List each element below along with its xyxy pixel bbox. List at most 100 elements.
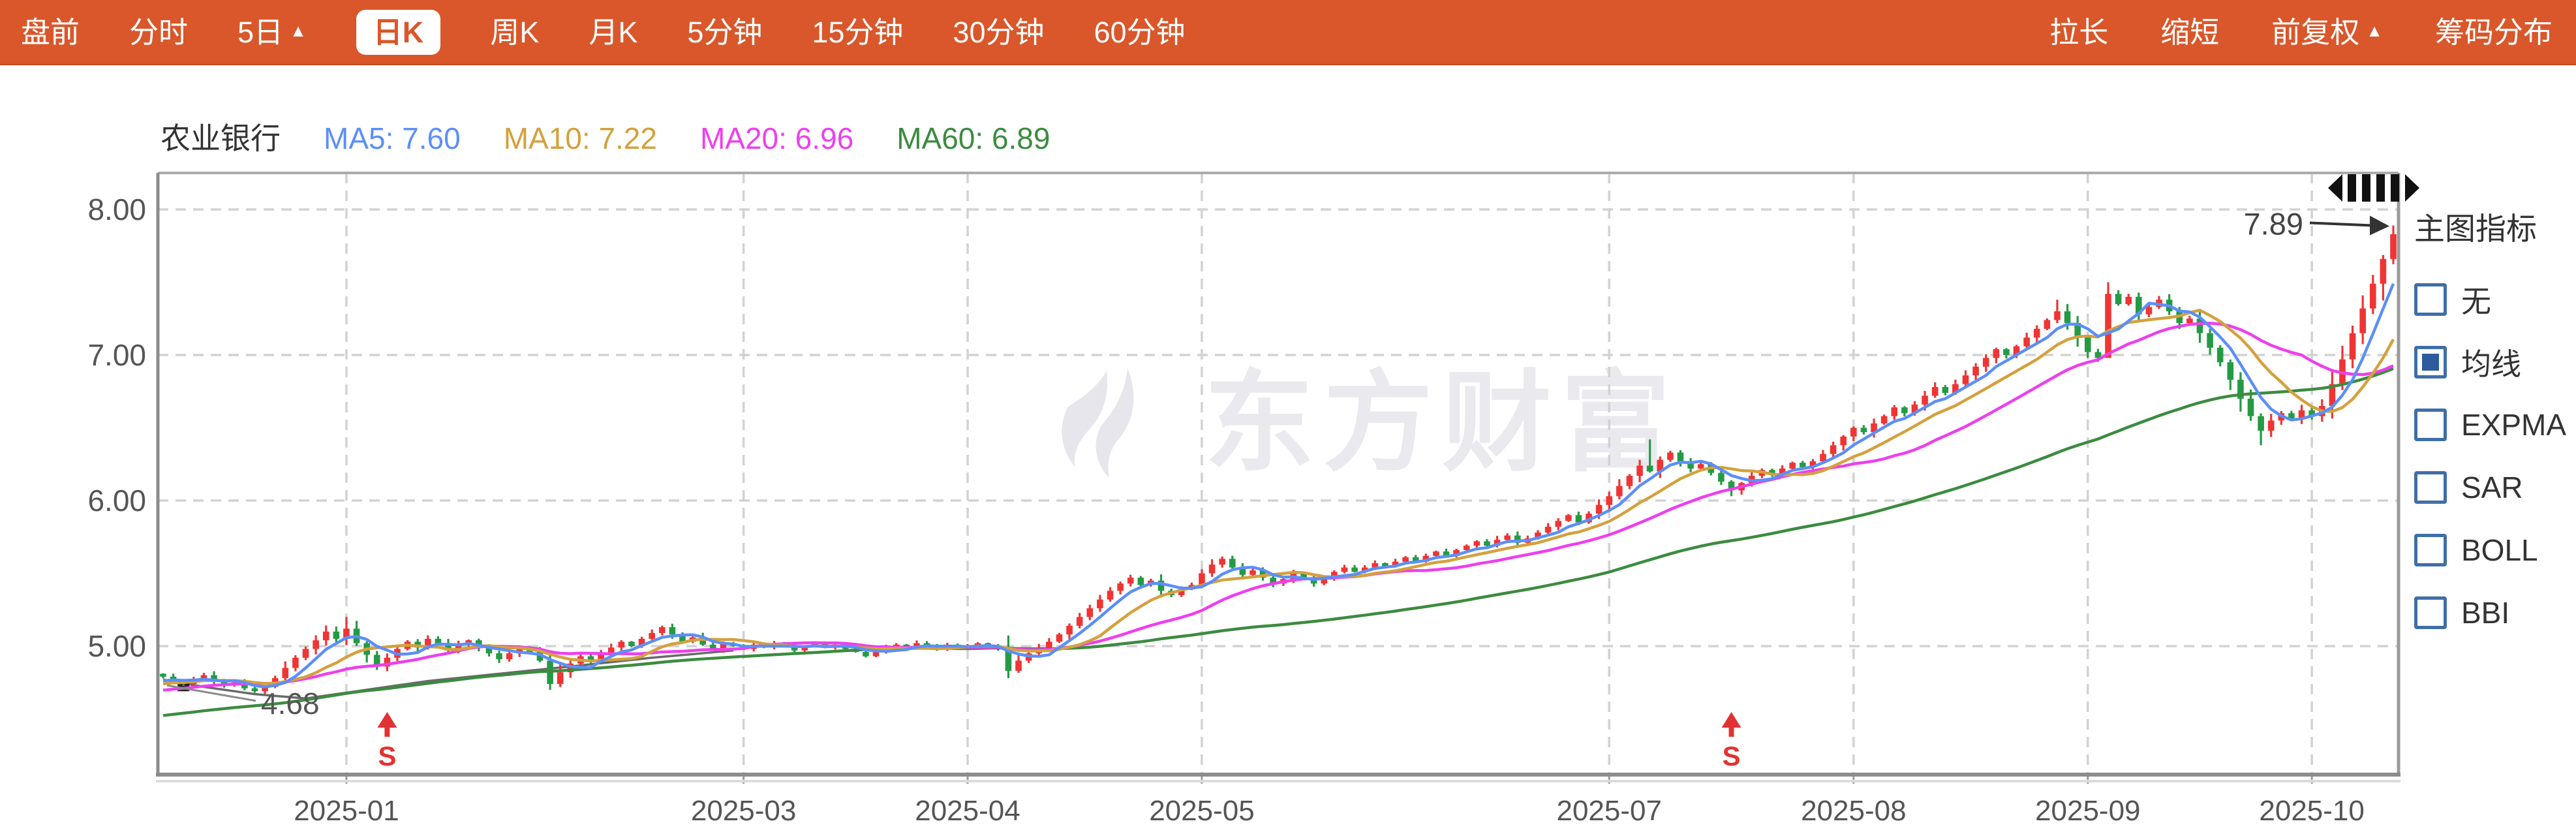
indicator-option-EXPMA[interactable]: EXPMA	[2414, 407, 2571, 443]
tab-5日[interactable]: 5日 ▲	[238, 18, 307, 47]
high-annotation-arrowhead-icon	[2370, 215, 2389, 236]
candle-body	[373, 655, 380, 667]
candle-body	[1076, 617, 1083, 626]
tab-label: 月K	[589, 15, 638, 49]
candle-body	[863, 651, 869, 656]
candle-body	[1586, 514, 1592, 523]
indicator-option-无[interactable]: 无	[2414, 281, 2571, 318]
tab-15分钟[interactable]: 15分钟	[812, 18, 903, 47]
candle-body	[1779, 468, 1786, 474]
dropdown-arrow-icon: ▲	[2366, 21, 2383, 40]
candle-body	[2329, 384, 2336, 407]
dropdown-arrow-icon: ▲	[290, 21, 307, 40]
action-label: 缩短	[2160, 15, 2220, 49]
x-axis-label: 2025-01	[294, 795, 399, 827]
action-label: 筹码分布	[2434, 15, 2553, 49]
candle-body	[516, 647, 523, 654]
scroll-handle-grip[interactable]	[2391, 174, 2399, 202]
tab-60分钟[interactable]: 60分钟	[1094, 18, 1185, 47]
candle-body	[649, 632, 655, 639]
event-marker-label: S	[378, 741, 396, 771]
candle-body	[1463, 546, 1470, 550]
tab-盘前[interactable]: 盘前	[21, 18, 80, 47]
candle-body	[1321, 578, 1328, 584]
tab-30分钟[interactable]: 30分钟	[953, 18, 1044, 47]
indicator-label: EXPMA	[2461, 408, 2567, 442]
candle-body	[607, 647, 615, 654]
indicator-option-BOLL[interactable]: BOLL	[2414, 532, 2571, 568]
tab-label: 周K	[490, 15, 540, 49]
chart-legend: 农业银行 MA5: 7.60 MA10: 7.22 MA20: 6.96 MA60: …	[161, 115, 1050, 158]
candle-body	[1484, 541, 1490, 546]
tab-月K[interactable]: 月K	[589, 18, 637, 47]
candle-body	[628, 641, 635, 647]
action-拉长[interactable]: 拉长	[2049, 18, 2108, 47]
action-缩短[interactable]: 缩短	[2160, 18, 2219, 47]
candle-body	[2216, 347, 2224, 363]
checkbox-icon[interactable]	[2414, 534, 2447, 566]
action-前复权[interactable]: 前复权 ▲	[2271, 18, 2383, 47]
tab-5分钟[interactable]: 5分钟	[687, 18, 762, 47]
candle-body	[2003, 349, 2010, 356]
indicator-label: SAR	[2461, 471, 2523, 504]
tab-日K[interactable]: 日K	[356, 9, 441, 55]
scroll-handle-grip[interactable]	[2376, 174, 2385, 202]
candle-body	[1840, 436, 1847, 446]
action-筹码分布[interactable]: 筹码分布	[2435, 18, 2553, 47]
candle-body	[1097, 599, 1103, 609]
indicator-option-SAR[interactable]: SAR	[2414, 469, 2571, 506]
candle-body	[1606, 496, 1613, 505]
candle-body	[1117, 583, 1124, 591]
candle-body	[435, 638, 442, 643]
candle-body	[1361, 567, 1368, 572]
candle-body	[211, 675, 217, 681]
candle-body	[2369, 283, 2376, 309]
scroll-handle-right-arrow-icon[interactable]	[2405, 174, 2419, 202]
candle-body	[221, 681, 228, 686]
candle-body	[1514, 535, 1521, 543]
tab-分时[interactable]: 分时	[129, 18, 188, 47]
candle-body	[1972, 366, 1979, 376]
indicator-option-均线[interactable]: 均线	[2414, 344, 2571, 381]
checkbox-icon[interactable]	[2414, 596, 2447, 629]
checkbox-checked-icon[interactable]	[2414, 346, 2447, 378]
candle-body	[1891, 407, 1898, 416]
candle-body	[2258, 416, 2264, 431]
candle-body	[1820, 454, 1826, 461]
candle-body	[1229, 559, 1236, 568]
candle-body	[322, 631, 330, 641]
scroll-handle-grip[interactable]	[2362, 174, 2370, 202]
candle-body	[2298, 410, 2305, 420]
candle-body	[200, 675, 207, 680]
tab-周K[interactable]: 周K	[490, 18, 539, 47]
candle-body	[1830, 445, 1837, 454]
candle-body	[282, 668, 289, 679]
candle-body	[1667, 452, 1674, 460]
scroll-handle-grip[interactable]	[2348, 174, 2356, 202]
tab-label: 60分钟	[1094, 15, 1186, 49]
candle-body	[2227, 362, 2234, 380]
y-axis-label: 7.00	[87, 338, 146, 372]
checkbox-icon[interactable]	[2414, 471, 2447, 504]
ma-line	[162, 309, 2395, 685]
legend-ma60: MA60: 6.89	[897, 121, 1050, 155]
candlestick-chart[interactable]: 8.00 7.00 6.00 5.00 2025-01 2025-03 2025-04 202…	[0, 65, 2576, 834]
candle-body	[2054, 311, 2061, 320]
legend-ma5: MA5: 7.60	[324, 121, 461, 155]
tab-label: 盘前	[21, 15, 80, 49]
candle-body	[1066, 625, 1073, 635]
candle-body	[251, 688, 258, 692]
candle-body	[1199, 573, 1205, 585]
legend-ma10: MA10: 7.22	[503, 121, 657, 155]
scroll-handle-left-arrow-icon[interactable]	[2328, 174, 2342, 202]
candle-body	[1494, 540, 1501, 546]
candle-body	[699, 637, 706, 645]
checkbox-icon[interactable]	[2414, 409, 2447, 441]
candle-body	[1015, 660, 1022, 671]
checkbox-icon[interactable]	[2414, 283, 2447, 316]
candle-body	[2390, 234, 2397, 259]
indicator-option-BBI[interactable]: BBI	[2414, 595, 2571, 631]
y-axis-label: 8.00	[87, 193, 146, 226]
event-arrow-stem	[384, 728, 390, 737]
candle-body	[1453, 549, 1460, 556]
